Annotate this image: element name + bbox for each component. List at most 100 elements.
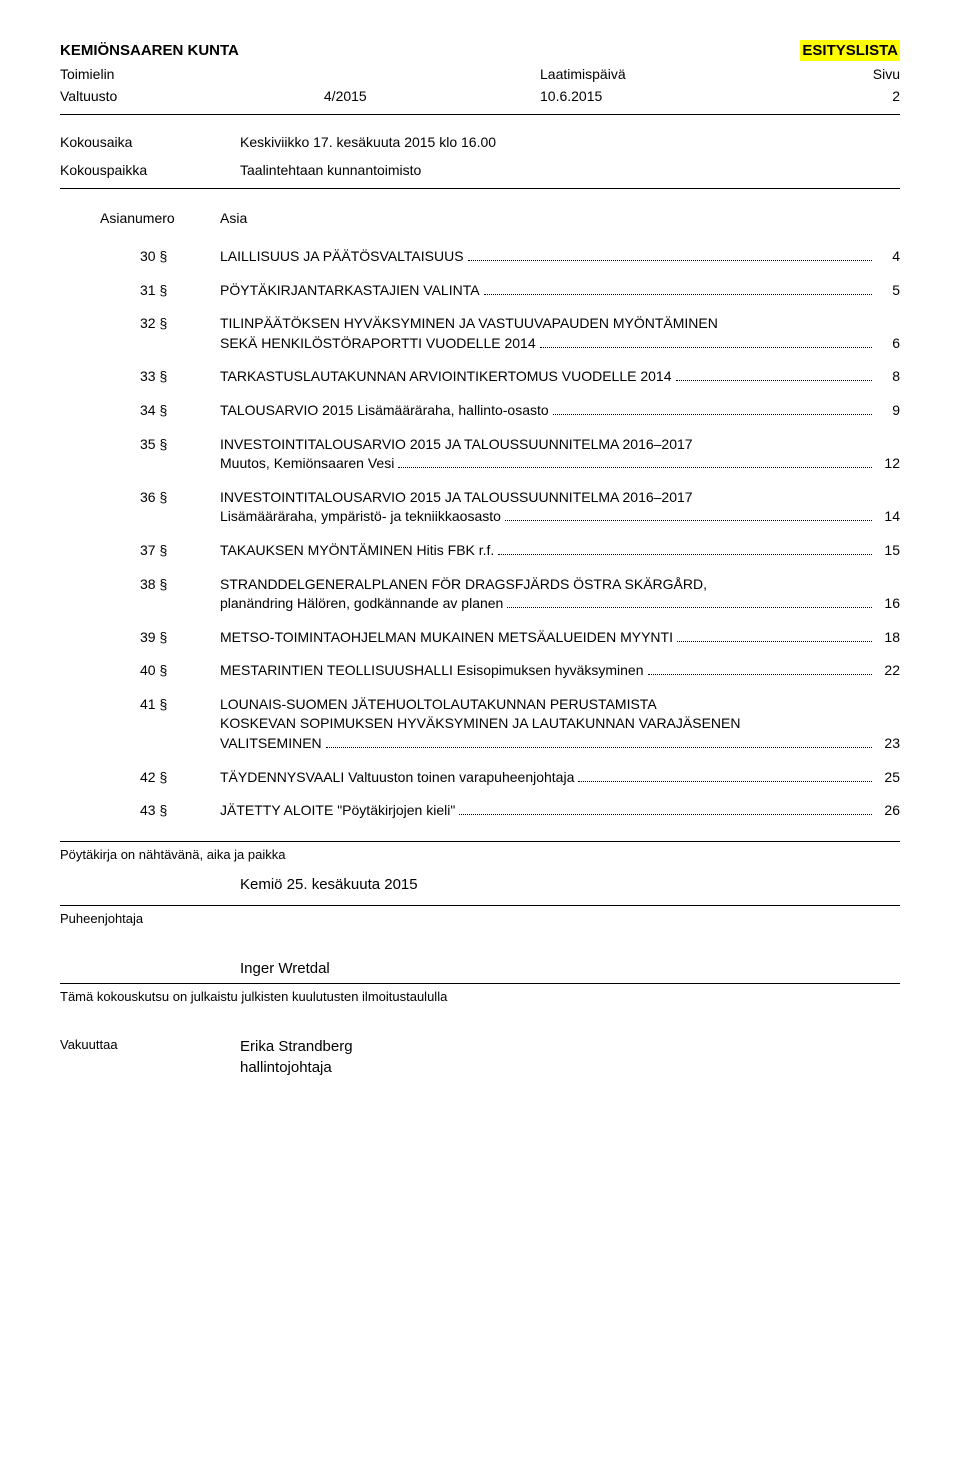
agenda-item: 41 §LOUNAIS-SUOMEN JÄTEHUOLTOLAUTAKUNNAN… [140, 695, 900, 754]
agenda-item-content: STRANDDELGENERALPLANEN FÖR DRAGSFJÄRDS Ö… [220, 575, 900, 614]
agenda-item-title: LAILLISUUS JA PÄÄTÖSVALTAISUUS [220, 247, 464, 267]
agenda-item-subtitle2: VALITSEMINEN [220, 734, 322, 754]
agenda-item-lastline: LAILLISUUS JA PÄÄTÖSVALTAISUUS 4 [220, 247, 900, 267]
agenda-item-lastline: planändring Hälören, godkännande av plan… [220, 594, 900, 614]
agenda-item-lastline: TAKAUKSEN MYÖNTÄMINEN Hitis FBK r.f. 15 [220, 541, 900, 561]
footer-divider-1 [60, 841, 900, 842]
header-row-organization: KEMIÖNSAAREN KUNTA ESITYSLISTA [60, 40, 900, 61]
agenda-item-content: TAKAUKSEN MYÖNTÄMINEN Hitis FBK r.f. 15 [220, 541, 900, 561]
agenda-item-content: TILINPÄÄTÖKSEN HYVÄKSYMINEN JA VASTUUVAP… [220, 314, 900, 353]
agenda-item-lastline: MESTARINTIEN TEOLLISUUSHALLI Esisopimuks… [220, 661, 900, 681]
agenda-item: 40 §MESTARINTIEN TEOLLISUUSHALLI Esisopi… [140, 661, 900, 681]
meeting-time-label: Kokousaika [60, 133, 240, 153]
agenda-item: 36 §INVESTOINTITALOUSARVIO 2015 JA TALOU… [140, 488, 900, 527]
agenda-item-content: INVESTOINTITALOUSARVIO 2015 JA TALOUSSUU… [220, 488, 900, 527]
footer-divider-2 [60, 905, 900, 906]
agenda-item: 35 §INVESTOINTITALOUSARVIO 2015 JA TALOU… [140, 435, 900, 474]
agenda-item-content: METSO-TOIMINTAOHJELMAN MUKAINEN METSÄALU… [220, 628, 900, 648]
leader-dots [484, 294, 872, 295]
organization-name: KEMIÖNSAAREN KUNTA [60, 40, 239, 61]
prepared-date: 10.6.2015 [540, 87, 840, 107]
agenda-item-lastline: SEKÄ HENKILÖSTÖRAPORTTI VUODELLE 2014 6 [220, 334, 900, 354]
leader-dots [326, 747, 872, 748]
agenda-item-page: 15 [876, 541, 900, 561]
agenda-item-page: 9 [876, 401, 900, 421]
header-row-values: Valtuusto 4/2015 10.6.2015 2 [60, 87, 900, 107]
agenda-item-title: INVESTOINTITALOUSARVIO 2015 JA TALOUSSUU… [220, 488, 900, 508]
agenda-item-number: 36 § [140, 488, 220, 508]
meeting-time-value: Keskiviikko 17. kesäkuuta 2015 klo 16.00 [240, 133, 900, 153]
agenda-item: 30 §LAILLISUUS JA PÄÄTÖSVALTAISUUS 4 [140, 247, 900, 267]
attest-row: Vakuuttaa Erika Strandberg hallintojohta… [60, 1036, 900, 1078]
agenda-item-content: MESTARINTIEN TEOLLISUUSHALLI Esisopimuks… [220, 661, 900, 681]
agenda-item-title: STRANDDELGENERALPLANEN FÖR DRAGSFJÄRDS Ö… [220, 575, 900, 595]
agenda-item-page: 4 [876, 247, 900, 267]
agenda-item-content: LOUNAIS-SUOMEN JÄTEHUOLTOLAUTAKUNNAN PER… [220, 695, 900, 754]
leader-dots [507, 607, 872, 608]
meeting-place-label: Kokouspaikka [60, 161, 240, 181]
agenda-item-number: 34 § [140, 401, 220, 421]
agenda-item-title: TÄYDENNYSVAALI Valtuuston toinen varapuh… [220, 768, 574, 788]
agenda-item: 32 §TILINPÄÄTÖKSEN HYVÄKSYMINEN JA VASTU… [140, 314, 900, 353]
agenda-item-title: METSO-TOIMINTAOHJELMAN MUKAINEN METSÄALU… [220, 628, 673, 648]
meeting-divider [60, 188, 900, 189]
agenda-item-page: 8 [876, 367, 900, 387]
agenda-item-number: 38 § [140, 575, 220, 595]
agenda-item-page: 14 [876, 507, 900, 527]
leader-dots [677, 641, 872, 642]
agenda-item: 31 §PÖYTÄKIRJANTARKASTAJIEN VALINTA 5 [140, 281, 900, 301]
leader-dots [468, 260, 872, 261]
agenda-item-page: 5 [876, 281, 900, 301]
agenda-item-lastline: PÖYTÄKIRJANTARKASTAJIEN VALINTA 5 [220, 281, 900, 301]
agenda-number-header: Asianumero [100, 209, 220, 229]
agenda-item-content: PÖYTÄKIRJANTARKASTAJIEN VALINTA 5 [220, 281, 900, 301]
agenda-item-title: MESTARINTIEN TEOLLISUUSHALLI Esisopimuks… [220, 661, 644, 681]
agenda-item: 33 §TARKASTUSLAUTAKUNNAN ARVIOINTIKERTOM… [140, 367, 900, 387]
agenda-item-number: 39 § [140, 628, 220, 648]
leader-dots [505, 520, 872, 521]
agenda-item-lastline: VALITSEMINEN 23 [220, 734, 900, 754]
page-label: Sivu [840, 65, 900, 85]
leader-dots [676, 380, 873, 381]
agenda-item: 42 §TÄYDENNYSVAALI Valtuuston toinen var… [140, 768, 900, 788]
agenda-item-subtitle: planändring Hälören, godkännande av plan… [220, 594, 503, 614]
header-row-labels: Toimielin Laatimispäivä Sivu [60, 65, 900, 85]
agenda-item-number: 30 § [140, 247, 220, 267]
agenda-item-page: 23 [876, 734, 900, 754]
agenda-item-number: 35 § [140, 435, 220, 455]
agenda-item-page: 25 [876, 768, 900, 788]
agenda-title-header: Asia [220, 209, 900, 229]
agenda-item-page: 12 [876, 454, 900, 474]
chair-name: Inger Wretdal [240, 958, 900, 979]
footer-divider-3 [60, 983, 900, 984]
meeting-number: 4/2015 [324, 88, 367, 104]
agenda-item-content: TALOUSARVIO 2015 Lisämääräraha, hallinto… [220, 401, 900, 421]
leader-dots [498, 554, 872, 555]
agenda-item-page: 6 [876, 334, 900, 354]
minutes-available-label: Pöytäkirja on nähtävänä, aika ja paikka [60, 846, 900, 864]
agenda-item-number: 31 § [140, 281, 220, 301]
agenda-item-subtitle: SEKÄ HENKILÖSTÖRAPORTTI VUODELLE 2014 [220, 334, 536, 354]
meeting-time-row: Kokousaika Keskiviikko 17. kesäkuuta 201… [60, 133, 900, 153]
meeting-place-row: Kokouspaikka Taalintehtaan kunnantoimist… [60, 161, 900, 181]
agenda-item: 43 §JÄTETTY ALOITE "Pöytäkirjojen kieli"… [140, 801, 900, 821]
publish-note: Tämä kokouskutsu on julkaistu julkisten … [60, 988, 900, 1006]
agenda-item-subtitle: Lisämääräraha, ympäristö- ja tekniikkaos… [220, 507, 501, 527]
agenda-item: 37 §TAKAUKSEN MYÖNTÄMINEN Hitis FBK r.f.… [140, 541, 900, 561]
agenda-item-page: 16 [876, 594, 900, 614]
agenda-item-title: PÖYTÄKIRJANTARKASTAJIEN VALINTA [220, 281, 480, 301]
agenda-item-lastline: METSO-TOIMINTAOHJELMAN MUKAINEN METSÄALU… [220, 628, 900, 648]
agenda-item-content: TÄYDENNYSVAALI Valtuuston toinen varapuh… [220, 768, 900, 788]
agenda-item-title: TARKASTUSLAUTAKUNNAN ARVIOINTIKERTOMUS V… [220, 367, 672, 387]
agenda-item-title: JÄTETTY ALOITE "Pöytäkirjojen kieli" [220, 801, 455, 821]
agenda-item-subtitle: Muutos, Kemiönsaaren Vesi [220, 454, 394, 474]
minutes-available-value: Kemiö 25. kesäkuuta 2015 [240, 874, 900, 895]
agenda-item-lastline: Muutos, Kemiönsaaren Vesi 12 [220, 454, 900, 474]
agenda-item-number: 37 § [140, 541, 220, 561]
body-label: Toimielin [60, 65, 540, 85]
agenda-item-title: TAKAUKSEN MYÖNTÄMINEN Hitis FBK r.f. [220, 541, 494, 561]
agenda-item-number: 32 § [140, 314, 220, 334]
agenda-item: 34 §TALOUSARVIO 2015 Lisämääräraha, hall… [140, 401, 900, 421]
agenda-header: Asianumero Asia [100, 209, 900, 229]
page-number: 2 [840, 87, 900, 107]
